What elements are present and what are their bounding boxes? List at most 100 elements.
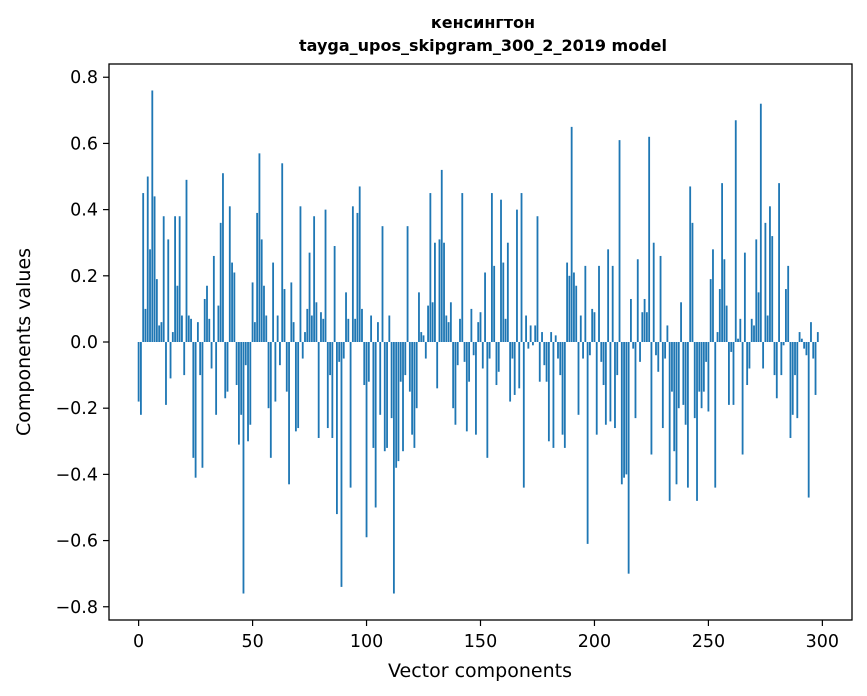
bar-200 <box>593 312 596 342</box>
bar-263 <box>737 338 739 342</box>
bar-67 <box>290 282 293 342</box>
bar-143 <box>463 342 466 362</box>
bar-9 <box>158 325 161 342</box>
bar-44 <box>238 342 240 445</box>
bar-11 <box>162 216 165 342</box>
bar-171 <box>527 342 530 349</box>
bar-275 <box>764 222 767 342</box>
bar-198 <box>588 342 591 356</box>
bar-272 <box>757 292 760 342</box>
bar-100 <box>365 342 368 538</box>
bar-186 <box>561 342 564 435</box>
bar-10 <box>160 322 163 342</box>
bar-218 <box>634 342 637 419</box>
y-axis-ticks: −0.8 −0.6 −0.4 −0.2 0.0 0.2 0.4 0.6 0.8 <box>56 68 109 618</box>
bar-289 <box>796 342 799 419</box>
bar-58 <box>269 342 272 458</box>
y-axis-label: Components values <box>13 248 35 436</box>
bar-217 <box>632 342 635 349</box>
bar-4 <box>146 176 149 342</box>
bar-34 <box>215 342 218 415</box>
bar-136 <box>447 322 450 342</box>
bar-268 <box>748 342 751 369</box>
bar-212 <box>620 342 623 485</box>
bar-31 <box>208 318 211 342</box>
bar-50 <box>251 282 254 342</box>
bar-182 <box>552 342 555 448</box>
bar-246 <box>698 342 701 392</box>
bar-270 <box>753 325 755 342</box>
bar-242 <box>689 186 692 342</box>
bar-104 <box>374 342 377 508</box>
bar-188 <box>566 262 569 342</box>
bar-149 <box>477 322 480 342</box>
bar-28 <box>201 342 204 468</box>
bar-169 <box>522 342 525 488</box>
bar-245 <box>696 342 698 501</box>
bar-107 <box>381 226 384 342</box>
bar-115 <box>399 342 402 382</box>
bar-0 <box>137 342 140 402</box>
bar-3 <box>144 308 147 342</box>
bar-90 <box>342 342 345 359</box>
bar-96 <box>356 212 359 342</box>
bar-194 <box>579 315 582 342</box>
bar-191 <box>573 272 575 342</box>
bar-238 <box>680 302 682 342</box>
bar-243 <box>691 222 694 342</box>
bar-30 <box>206 285 208 342</box>
bar-20 <box>183 342 186 376</box>
bar-68 <box>292 322 295 342</box>
bar-280 <box>775 342 778 399</box>
bar-138 <box>452 342 455 409</box>
bar-179 <box>545 342 548 382</box>
bar-293 <box>805 342 808 356</box>
bar-223 <box>645 312 648 342</box>
bar-144 <box>465 342 468 432</box>
bar-160 <box>502 262 505 342</box>
x-tick-label: 0 <box>133 632 144 652</box>
bar-43 <box>235 342 238 386</box>
bar-154 <box>488 342 491 359</box>
bar-230 <box>661 342 664 429</box>
bar-128 <box>429 193 432 342</box>
x-tick-label: 150 <box>464 632 497 652</box>
bar-284 <box>784 289 787 342</box>
bar-13 <box>167 239 170 342</box>
bar-21 <box>185 179 188 342</box>
bar-63 <box>281 163 284 342</box>
bar-269 <box>750 318 753 342</box>
bar-286 <box>789 342 792 438</box>
y-tick-label: −0.6 <box>56 532 99 552</box>
bar-84 <box>329 342 331 376</box>
bar-291 <box>800 338 803 342</box>
bar-180 <box>547 342 550 442</box>
bar-298 <box>816 332 819 342</box>
bar-134 <box>443 242 445 342</box>
bar-255 <box>718 289 721 342</box>
bar-61 <box>276 315 279 342</box>
y-tick-label: 0.2 <box>70 267 98 287</box>
bar-151 <box>481 342 484 369</box>
bar-85 <box>331 342 334 438</box>
bar-203 <box>600 342 603 362</box>
bar-273 <box>759 103 762 343</box>
bar-78 <box>315 302 318 342</box>
bar-220 <box>639 342 641 362</box>
bar-156 <box>493 265 496 342</box>
bar-29 <box>203 298 206 342</box>
bar-121 <box>413 342 416 448</box>
bar-16 <box>174 216 176 342</box>
bar-195 <box>582 342 584 359</box>
bar-83 <box>326 342 329 429</box>
bar-199 <box>591 308 594 342</box>
bar-227 <box>655 342 657 356</box>
y-tick-label: 0.8 <box>70 68 98 88</box>
bar-193 <box>577 342 580 415</box>
bar-73 <box>304 332 306 342</box>
bar-183 <box>554 335 557 342</box>
bar-192 <box>575 285 578 342</box>
bar-129 <box>431 302 434 342</box>
x-axis-ticks: 0 50 100 150 200 250 300 <box>133 620 839 652</box>
bar-249 <box>705 342 708 362</box>
